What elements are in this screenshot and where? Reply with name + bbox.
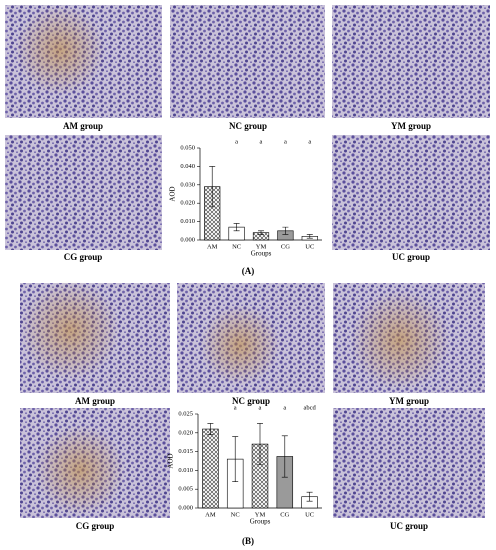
error-bar xyxy=(233,223,240,232)
error-bar xyxy=(257,423,263,466)
x-tick-label: CG xyxy=(281,243,290,250)
y-tick-label: 0.020 xyxy=(178,429,193,436)
stain xyxy=(15,5,105,95)
stain xyxy=(200,305,280,385)
panel-label: NC group xyxy=(229,121,267,131)
y-axis-label: AOD xyxy=(167,453,175,468)
y-tick-label: 0.005 xyxy=(178,486,193,493)
annotation: a xyxy=(235,138,238,145)
x-tick-label: UC xyxy=(305,511,314,518)
annotation: a xyxy=(234,404,237,411)
error-bar xyxy=(207,423,214,435)
y-tick-label: 0.040 xyxy=(180,163,195,170)
annotation: a xyxy=(283,404,286,411)
y-tick-label: 0.000 xyxy=(178,504,193,511)
bar xyxy=(202,428,219,509)
y-tick-label: 0.000 xyxy=(180,236,195,243)
x-tick-label: AM xyxy=(205,511,216,518)
micrographs xyxy=(5,5,490,518)
micrograph xyxy=(332,135,490,250)
y-axis-label: AOD xyxy=(169,186,177,201)
stain xyxy=(350,290,450,390)
x-tick-label: AM xyxy=(207,243,218,250)
y-tick-label: 0.020 xyxy=(180,200,195,207)
stain xyxy=(20,280,120,380)
error-bar xyxy=(281,435,288,478)
annotation: a xyxy=(284,138,287,145)
panel-label: AM group xyxy=(63,121,103,131)
y-tick-label: 0.010 xyxy=(178,467,193,474)
x-tick-label: YM xyxy=(256,243,267,250)
y-tick-label: 0.015 xyxy=(178,448,193,455)
error-bar xyxy=(232,436,239,482)
micrograph xyxy=(170,5,325,118)
x-tick-label: CG xyxy=(280,511,289,518)
panel-label: NC group xyxy=(232,396,270,406)
error-bar xyxy=(306,491,313,502)
panel-label: UC group xyxy=(390,521,428,531)
error-bar xyxy=(209,166,216,208)
micrograph xyxy=(332,5,490,118)
x-tick-label: YM xyxy=(255,511,266,518)
error-bar xyxy=(282,226,289,235)
panel-label: YM group xyxy=(391,121,431,131)
annotation: abcd xyxy=(303,404,316,411)
panel-label: UC group xyxy=(392,252,430,262)
x-axis-label: Groups xyxy=(250,518,271,526)
caption: (A) xyxy=(242,266,255,276)
annotation: a xyxy=(308,138,311,145)
panel-label: AM group xyxy=(75,396,115,406)
error-bar xyxy=(258,230,264,235)
x-axis-label: Groups xyxy=(251,250,272,258)
panel-label: CG group xyxy=(64,252,103,262)
micrograph xyxy=(333,408,485,518)
stain xyxy=(35,425,125,515)
x-tick-label: NC xyxy=(231,511,240,518)
y-tick-label: 0.025 xyxy=(178,410,193,417)
x-tick-label: UC xyxy=(305,243,314,250)
annotation: a xyxy=(259,404,262,411)
panel-label: CG group xyxy=(76,521,115,531)
panel-label: YM group xyxy=(389,396,429,406)
annotation: a xyxy=(260,138,263,145)
error-bar xyxy=(306,234,313,239)
y-tick-label: 0.010 xyxy=(180,218,195,225)
micrograph xyxy=(5,135,162,250)
y-tick-label: 0.030 xyxy=(180,181,195,188)
caption: (B) xyxy=(242,536,254,546)
y-tick-label: 0.050 xyxy=(180,144,195,151)
x-tick-label: NC xyxy=(232,243,241,250)
